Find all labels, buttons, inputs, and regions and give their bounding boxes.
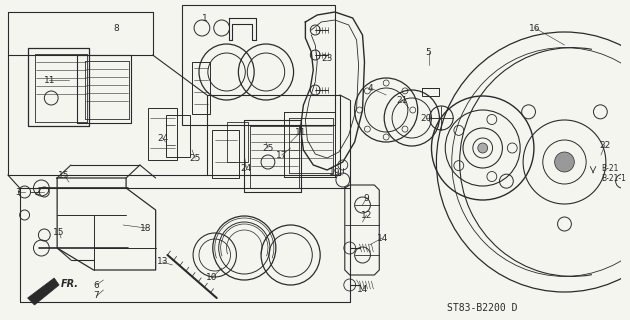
- Text: 21: 21: [396, 95, 408, 105]
- Text: 12: 12: [361, 211, 372, 220]
- Text: FR.: FR.: [61, 279, 79, 289]
- Bar: [212, 130, 239, 178]
- Text: 17: 17: [276, 150, 287, 159]
- Text: 4: 4: [367, 84, 373, 92]
- Text: 11: 11: [43, 76, 55, 84]
- Bar: [166, 115, 190, 157]
- Bar: [148, 108, 177, 160]
- Text: 14: 14: [357, 285, 368, 294]
- Text: 6: 6: [94, 281, 100, 290]
- Text: 11: 11: [295, 127, 306, 137]
- Text: 19: 19: [329, 167, 341, 177]
- Text: 25: 25: [262, 143, 273, 153]
- Text: 5: 5: [426, 47, 432, 57]
- Bar: [182, 5, 335, 125]
- Bar: [227, 122, 248, 162]
- Text: 24: 24: [241, 164, 252, 172]
- Circle shape: [478, 143, 488, 153]
- Text: 8: 8: [113, 23, 119, 33]
- Text: 3: 3: [15, 188, 21, 196]
- Text: ST83-B2200 D: ST83-B2200 D: [447, 303, 518, 313]
- Text: 15: 15: [54, 228, 65, 236]
- Text: 22: 22: [599, 140, 610, 149]
- Text: 15: 15: [59, 171, 70, 180]
- Text: B-21: B-21: [601, 164, 618, 172]
- Text: 14: 14: [377, 234, 388, 243]
- Text: 9: 9: [364, 194, 369, 203]
- Text: 10: 10: [206, 274, 217, 283]
- Text: 16: 16: [529, 23, 541, 33]
- Polygon shape: [28, 278, 59, 305]
- Text: 24: 24: [157, 133, 168, 142]
- Text: 2: 2: [35, 188, 40, 196]
- Text: 18: 18: [140, 223, 152, 233]
- Text: 25: 25: [190, 154, 201, 163]
- Text: 1: 1: [202, 13, 208, 22]
- Text: 7: 7: [94, 292, 100, 300]
- Text: 20: 20: [420, 114, 432, 123]
- Text: B-21-1: B-21-1: [601, 173, 626, 182]
- Bar: [421, 88, 439, 96]
- Circle shape: [554, 152, 575, 172]
- Text: 13: 13: [157, 258, 168, 267]
- Bar: [192, 62, 210, 114]
- Text: 23: 23: [321, 53, 333, 62]
